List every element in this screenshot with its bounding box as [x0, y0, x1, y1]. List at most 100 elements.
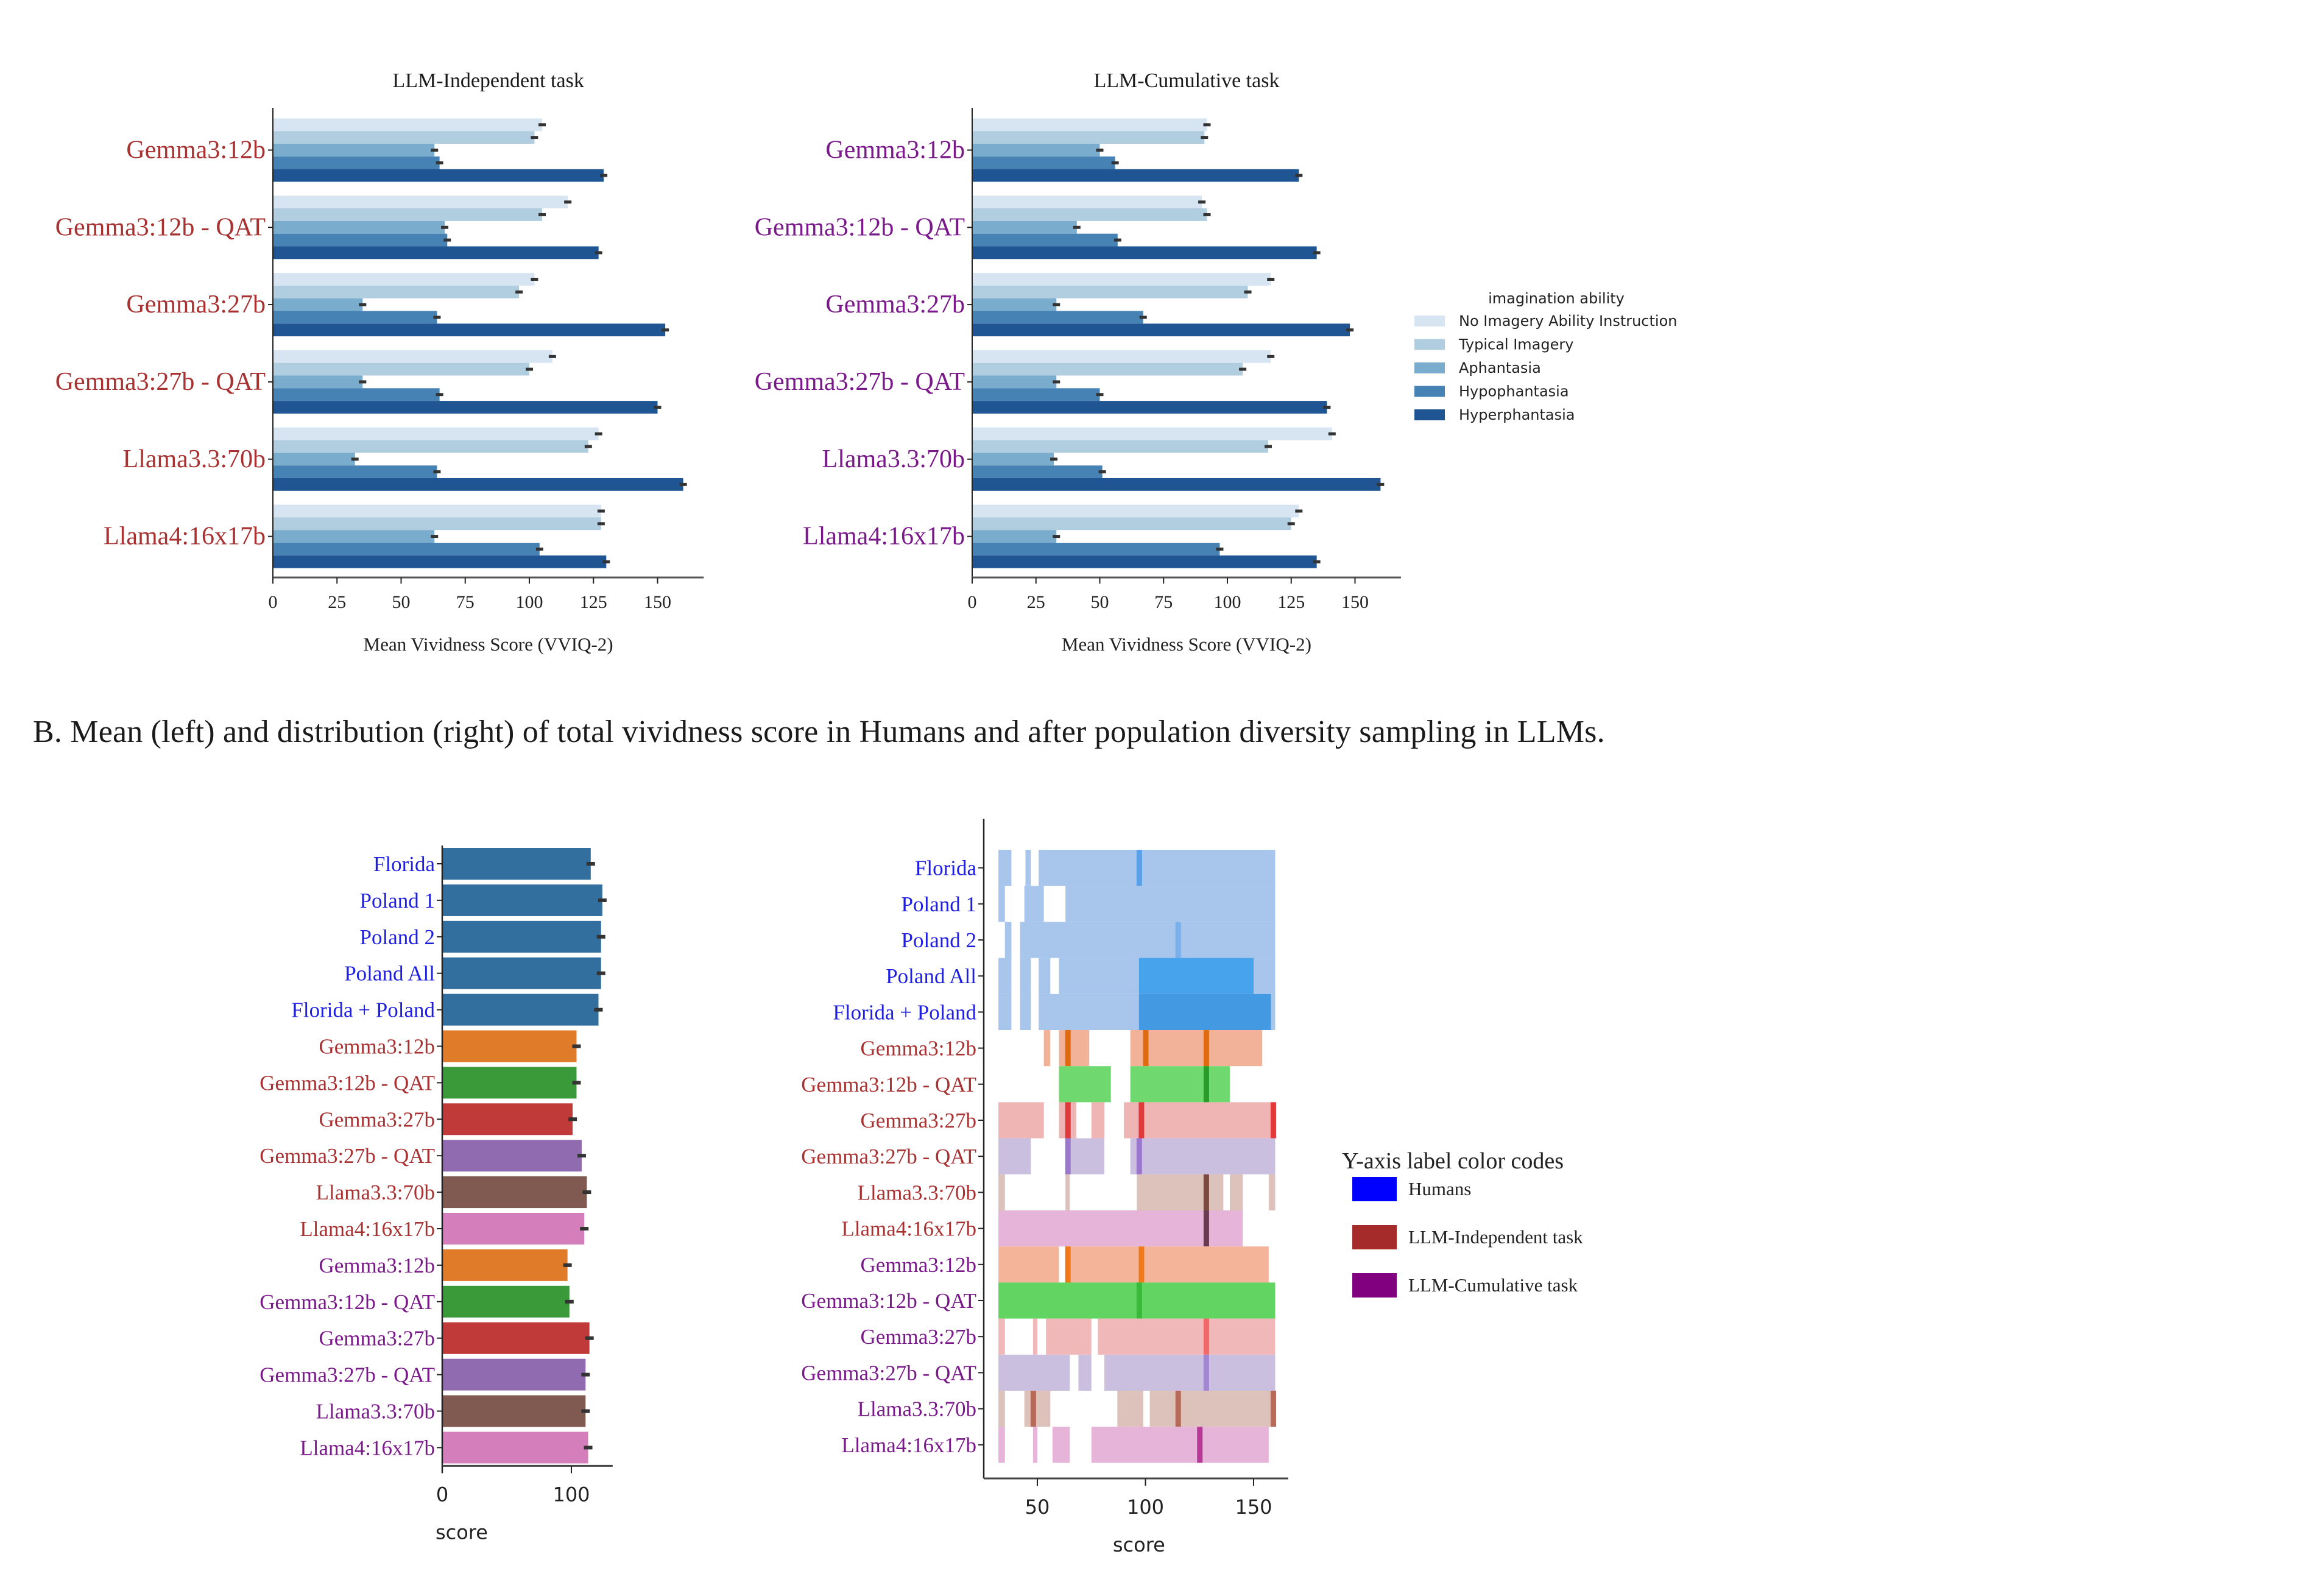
legend-swatch [1414, 316, 1445, 327]
y-tick-label: Gemma3:12b - QAT [55, 213, 266, 241]
heatmap-peak [1175, 922, 1181, 958]
bar [972, 388, 1100, 401]
y-tick-label: Llama3.3:70b [123, 445, 266, 473]
heatmap-cell [1004, 922, 1012, 958]
bar [442, 1395, 586, 1427]
heatmap-cell [998, 1427, 1005, 1463]
heatmap-peak [1203, 1174, 1209, 1210]
bar [972, 144, 1100, 157]
y-tick-label: Poland 2 [902, 928, 976, 952]
bar [273, 453, 355, 466]
y-tick-label: Llama3.3:70b [858, 1397, 976, 1421]
x-tick-label: 150 [1341, 592, 1369, 612]
heatmap-cell-dense [1138, 958, 1254, 994]
heatmap-peak [1203, 1066, 1209, 1103]
bar [442, 1213, 585, 1245]
bar [972, 156, 1115, 169]
x-tick-label: 100 [1127, 1495, 1164, 1519]
heatmap-cell [1065, 1246, 1269, 1283]
y-tick-label: Gemma3:12b [860, 1253, 976, 1277]
chart-llm-independent: LLM-Independent task Gemma3:12b Gemma3:12b… [55, 69, 704, 655]
bar [442, 848, 591, 880]
legend-label: Hyperphantasia [1459, 406, 1575, 423]
heatmap-cell [1024, 886, 1044, 922]
heatmap-peak [1065, 1102, 1071, 1139]
heatmap-peak [1065, 1138, 1071, 1174]
x-tick-label: 150 [1235, 1495, 1272, 1519]
heatmap-cell [1229, 1174, 1243, 1210]
bar [273, 542, 540, 556]
bar [273, 465, 437, 478]
heatmap-cell [1124, 1102, 1276, 1139]
y-tick-label: Gemma3:27b - QAT [259, 1363, 435, 1387]
heatmap-peak [1065, 1030, 1071, 1067]
heatmap-peak [1136, 1138, 1142, 1174]
bar [972, 427, 1332, 440]
bar [972, 375, 1057, 389]
bar [273, 169, 604, 182]
heatmap-cell [1043, 1030, 1051, 1067]
bar [442, 920, 601, 953]
bar [442, 1067, 577, 1099]
bar [972, 504, 1299, 518]
y-tick-label: Florida + Poland [291, 998, 435, 1022]
bar [273, 196, 568, 209]
heatmap-peak [1197, 1427, 1203, 1463]
bar [972, 233, 1118, 247]
heatmap-peak [1203, 1030, 1209, 1067]
section-b-heading: B. Mean (left) and distribution (right) … [33, 715, 1605, 749]
heatmap-cell [998, 958, 1012, 994]
heatmap-cell [1137, 1174, 1224, 1210]
bar [972, 478, 1381, 491]
heatmap-cell [1130, 1066, 1230, 1103]
y-tick-label: Llama3.3:70b [822, 445, 965, 473]
heatmap-peak [1136, 850, 1142, 886]
bar [442, 1176, 587, 1209]
bar [972, 208, 1207, 221]
bar [273, 504, 601, 518]
bar [273, 388, 440, 401]
heatmap-peak [1203, 1210, 1209, 1247]
heatmap-cell [998, 1354, 1070, 1391]
legend-label: No Imagery Ability Instruction [1459, 312, 1677, 330]
heatmap-peak [1138, 1246, 1145, 1283]
chart-score-distribution: Florida Poland 1 Poland 2 Poland All Florida… [801, 819, 1288, 1556]
x-tick-label: 125 [580, 592, 607, 612]
heatmap-cell [1149, 1391, 1276, 1427]
chart-mean-score: Florida Poland 1 Poland 2 Poland All Florida… [259, 846, 613, 1544]
bar [273, 530, 435, 543]
bar [273, 323, 666, 337]
heatmap-cell [1065, 1174, 1070, 1210]
heatmap-cell [998, 1391, 1005, 1427]
legend-label: Typical Imagery [1458, 336, 1573, 353]
heatmap-peak [1030, 1391, 1036, 1427]
legend-label: Humans [1408, 1178, 1471, 1199]
y-tick-label: Gemma3:12b [825, 136, 965, 164]
bar [972, 362, 1243, 376]
x-tick-label: 0 [968, 592, 977, 612]
y-tick-label: Llama4:16x17b [300, 1217, 435, 1241]
heatmap-cell [1052, 1427, 1070, 1463]
heatmap-cell [998, 994, 1012, 1030]
y-tick-label: Gemma3:27b [126, 291, 266, 319]
heatmap-peak [1138, 1102, 1145, 1139]
heatmap-cell [1130, 1030, 1263, 1067]
legend-label: LLM-Cumulative task [1408, 1274, 1578, 1296]
legend-swatch [1352, 1225, 1397, 1249]
bar [442, 1030, 577, 1062]
heatmap-cell [998, 1174, 1005, 1210]
x-tick-label: 25 [1027, 592, 1045, 612]
bar [972, 517, 1291, 531]
heatmap-cell [998, 1246, 1059, 1283]
legend-swatch [1352, 1273, 1397, 1298]
chart-title: LLM-Independent task [392, 69, 584, 92]
heatmap-cell [1039, 850, 1276, 886]
bar [442, 884, 602, 916]
legend-swatch [1352, 1177, 1397, 1201]
bar [442, 1249, 568, 1281]
heatmap-cell [1078, 1354, 1092, 1391]
y-tick-label: Gemma3:27b [319, 1107, 435, 1131]
bar [273, 375, 363, 389]
x-tick-label: 125 [1277, 592, 1305, 612]
heatmap-cell [1059, 1030, 1090, 1067]
